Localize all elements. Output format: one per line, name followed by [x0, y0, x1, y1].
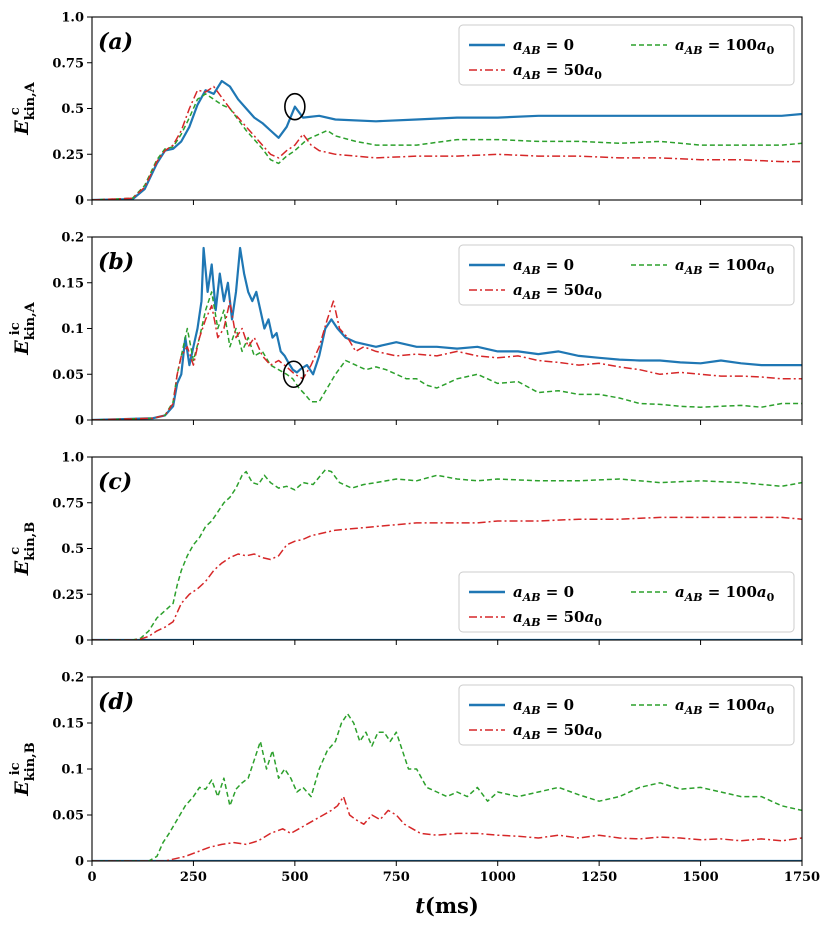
legend-label-s0: aAB = 0 [513, 583, 574, 604]
legend-box [458, 24, 795, 86]
axes-frame [91, 456, 803, 641]
series-line-s100 [92, 291, 802, 420]
y-tick-label: 0 [75, 634, 84, 649]
y-tick-label: 0.15 [52, 276, 84, 291]
y-tick-label: 0.1 [61, 322, 84, 337]
panel-b: 0 0.05 0.1 0.15 0.2 (b) Ekin,Aic aAB = 0 aAB = 1… [8, 231, 803, 429]
series-line-s0 [92, 79, 802, 200]
legend-label-s100: aAB = 100a0 [675, 583, 775, 604]
x-tick-label: 750 [383, 870, 410, 885]
x-tick-label: 250 [180, 870, 207, 885]
y-tick-label: 1.0 [61, 451, 84, 466]
y-axis-label: Ekin,Ac [8, 81, 38, 135]
y-tick-label: 1.0 [61, 11, 84, 26]
y-tick-label: 0.75 [52, 56, 84, 71]
legend-box [458, 684, 795, 746]
y-axis-label: Ekin,Bc [8, 522, 38, 576]
series-line-s0 [92, 246, 802, 420]
x-tick-label: 1750 [784, 870, 820, 885]
y-axis-label: Ekin,Bic [8, 742, 38, 796]
series-line-s50 [92, 516, 802, 640]
y-tick-label: 0 [75, 194, 84, 209]
legend: aAB = 0 aAB = 100a0 aAB = 50a0 [458, 24, 795, 86]
axes-frame [91, 16, 803, 201]
y-tick-label: 0.5 [61, 542, 84, 557]
x-tick-label: 1500 [682, 870, 718, 885]
legend-label-s50: aAB = 50a0 [513, 721, 602, 742]
legend-label-s50: aAB = 50a0 [513, 281, 602, 302]
y-tick-label: 0.25 [52, 588, 84, 603]
y-tick-label: 0 [75, 855, 84, 870]
y-tick-label: 0.5 [61, 102, 84, 117]
panel-label: (b) [98, 249, 134, 275]
legend-label-s50: aAB = 50a0 [513, 608, 602, 629]
y-tick-label: 0.2 [61, 671, 84, 686]
x-tick-label: 1250 [581, 870, 617, 885]
legend-label-s100: aAB = 100a0 [675, 696, 775, 717]
y-tick-label: 0 [75, 414, 84, 429]
x-axis-label: t(ms) [415, 893, 479, 918]
panels: 0 0.25 0.5 0.75 1.0 (a) Ekin,Ac aAB = 0 aAB = 10… [8, 11, 820, 886]
y-tick-label: 0.05 [52, 809, 84, 824]
legend-label-s0: aAB = 0 [513, 256, 574, 277]
legend: aAB = 0 aAB = 100a0 aAB = 50a0 [458, 571, 795, 633]
x-tick-label: 500 [281, 870, 308, 885]
series-group [92, 79, 802, 200]
y-axis-label: Ekin,Aic [8, 301, 38, 355]
series-line-s100 [92, 93, 802, 200]
legend-box [458, 571, 795, 633]
legend-label-s100: aAB = 100a0 [675, 36, 775, 57]
series-group [92, 469, 802, 640]
series-group [92, 713, 802, 861]
panel-c: 0 0.25 0.5 0.75 1.0 (c) Ekin,Bc aAB = 0 aAB = 10… [8, 451, 803, 649]
highlight-circle [282, 360, 305, 389]
y-tick-label: 0.2 [61, 231, 84, 246]
panel-label: (c) [98, 469, 132, 495]
x-tick-label: 0 [87, 870, 96, 885]
panel-label: (d) [98, 689, 134, 715]
series-group [92, 246, 802, 420]
y-tick-label: 0.05 [52, 368, 84, 383]
legend-label-s100: aAB = 100a0 [675, 256, 775, 277]
highlight-circle [284, 92, 306, 121]
panel-a: 0 0.25 0.5 0.75 1.0 (a) Ekin,Ac aAB = 0 aAB = 10… [8, 11, 803, 209]
legend-label-s0: aAB = 0 [513, 36, 574, 57]
x-tick-label: 1000 [480, 870, 516, 885]
axes-frame [91, 676, 803, 862]
series-line-s50 [92, 85, 802, 200]
legend: aAB = 0 aAB = 100a0 aAB = 50a0 [458, 684, 795, 746]
series-line-s50 [92, 300, 802, 420]
y-tick-label: 0.15 [52, 717, 84, 732]
legend-label-s0: aAB = 0 [513, 696, 574, 717]
series-line-s100 [92, 713, 802, 861]
y-tick-label: 0.75 [52, 496, 84, 511]
legend-label-s50: aAB = 50a0 [513, 61, 602, 82]
series-line-s50 [92, 795, 802, 861]
legend: aAB = 0 aAB = 100a0 aAB = 50a0 [458, 244, 795, 306]
y-tick-label: 0.25 [52, 148, 84, 163]
axes-frame [91, 236, 803, 421]
panel-label: (a) [98, 29, 133, 55]
y-tick-label: 0.1 [61, 763, 84, 778]
legend-box [458, 244, 795, 306]
panel-d: 0 0.05 0.1 0.15 0.2 0 250 500 750 1000 1250 1500 175… [8, 671, 820, 886]
